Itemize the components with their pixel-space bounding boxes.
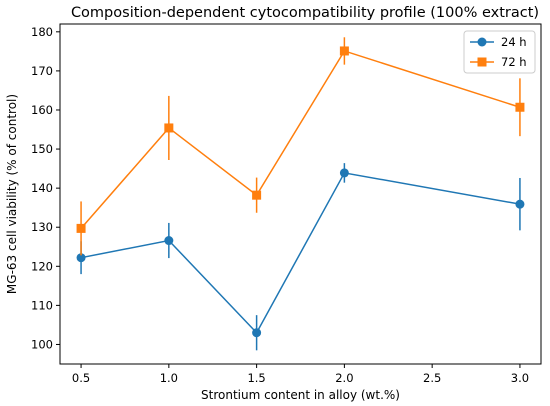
data-point [164,123,174,133]
data-point [164,236,174,246]
y-axis-label: MG-63 cell viability (% of control) [5,94,19,294]
data-point [252,190,262,200]
y-tick-label: 130 [31,220,53,234]
data-point [515,102,525,112]
legend-label: 24 h [501,35,527,49]
x-tick-label: 0.5 [72,371,90,385]
legend-item: 24 h [470,35,527,49]
legend-marker [477,57,487,67]
plot-frame [59,23,542,365]
y-tick-label: 120 [31,259,53,273]
legend-label: 72 h [501,55,527,69]
legend-item: 72 h [470,55,527,69]
y-tick-label: 170 [31,64,53,78]
y-tick-label: 160 [31,103,53,117]
y-tick-label: 100 [31,337,53,351]
data-point [76,253,86,263]
y-tick-label: 110 [31,298,53,312]
x-tick-label: 1.0 [160,371,178,385]
data-point [339,168,349,178]
series-line [80,172,521,334]
x-tick-label: 1.5 [247,371,265,385]
x-tick-label: 2.0 [335,371,353,385]
chart-title: Composition-dependent cytocompatibility … [71,5,539,21]
x-tick-label: 2.5 [423,371,441,385]
x-tick-label: 3.0 [511,371,529,385]
legend-marker [477,37,487,47]
axes [59,23,542,365]
y-tick-label: 150 [31,142,53,156]
series-1 [76,163,525,351]
data-point [252,328,262,338]
x-axis-label: Strontium content in alloy (wt.%) [201,388,400,402]
plot-area [76,37,525,351]
x-axis-ticks: 0.5 1.0 1.5 2.0 2.5 3.0 [72,364,529,385]
data-point [515,199,525,209]
series-line [80,50,521,229]
series-2 [76,37,525,256]
data-point [76,223,86,233]
legend: 24 h 72 h [463,30,536,74]
data-point [339,46,349,56]
y-tick-label: 180 [31,25,53,39]
y-tick-label: 140 [31,181,53,195]
y-axis-ticks: 100 110 120 130 140 150 160 170 180 [31,25,60,351]
